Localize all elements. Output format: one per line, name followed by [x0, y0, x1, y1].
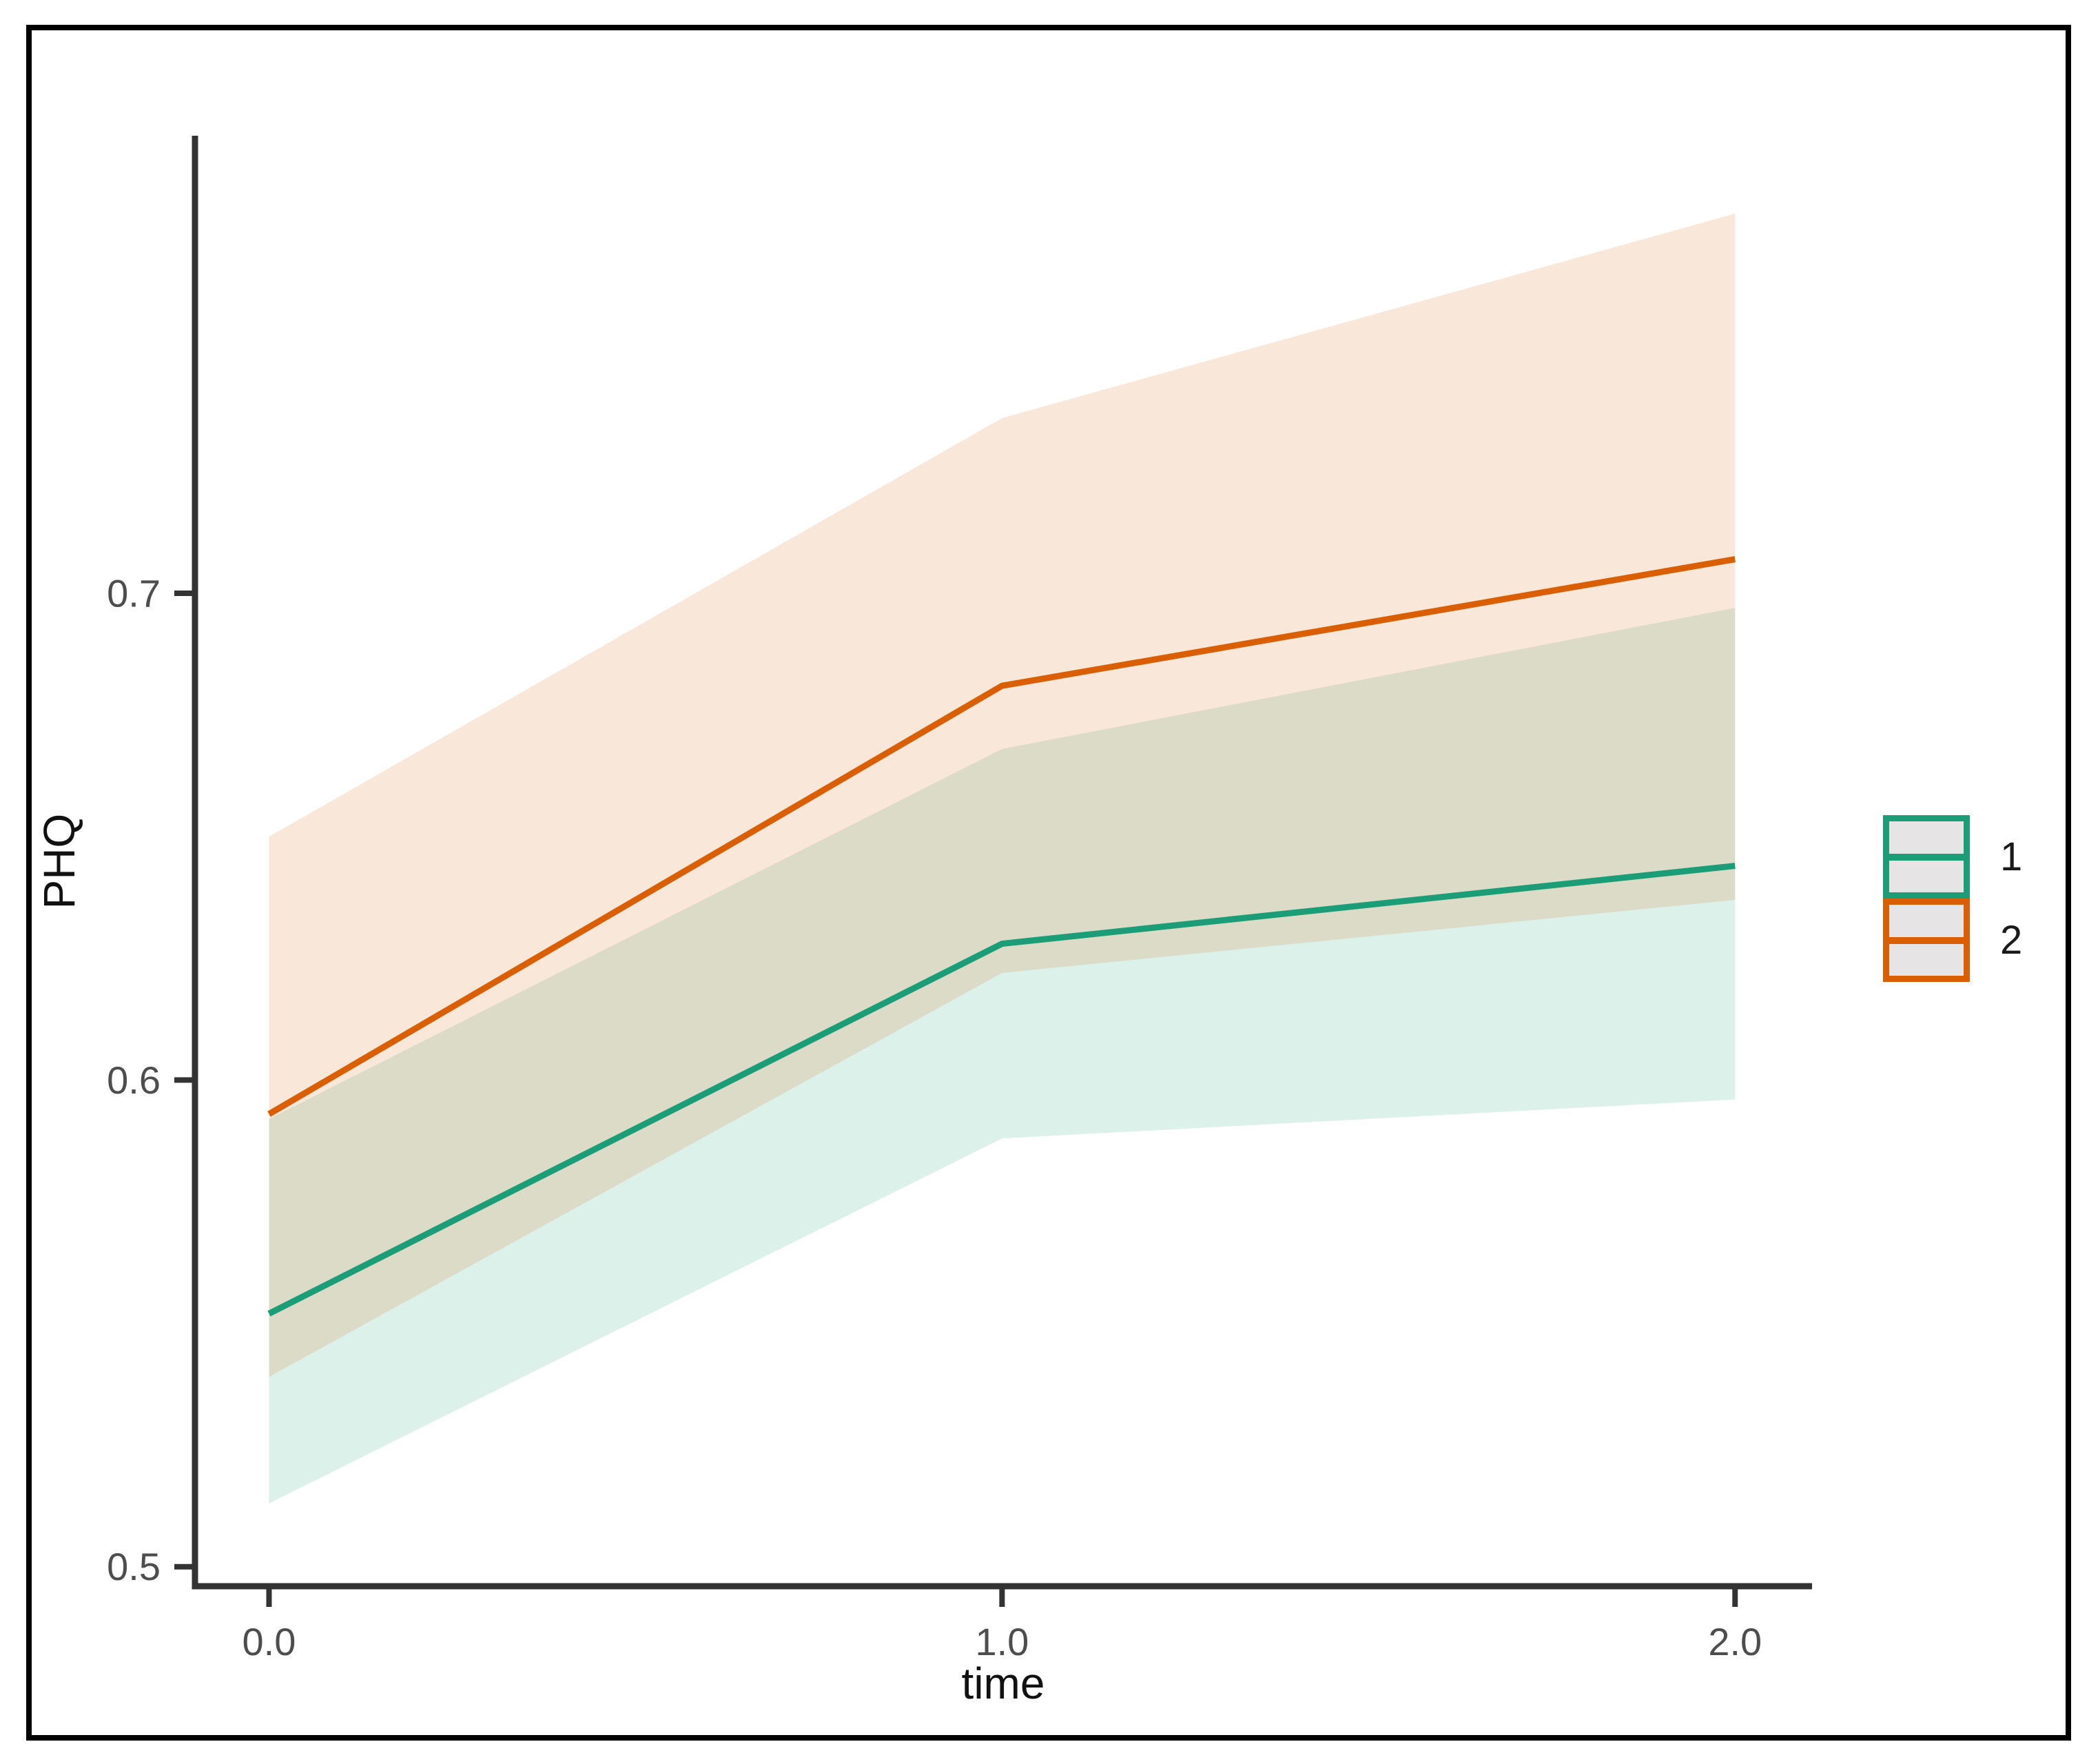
y-axis-title: PHQ: [34, 814, 84, 910]
x-axis-title: time: [962, 1659, 1045, 1708]
x-tick-label: 1.0: [975, 1620, 1029, 1663]
legend-key-line-icon: [1889, 853, 1964, 861]
legend-label-series-2: 2: [2000, 917, 2023, 963]
mean-line-series-2: [267, 556, 1736, 1117]
x-tick-label: 2.0: [1708, 1620, 1762, 1663]
legend: 1 2: [1883, 815, 2022, 982]
legend-item-series-2: 2: [1883, 899, 2022, 982]
y-tick-label: 0.7: [107, 571, 161, 615]
ribbon-series-1: [269, 608, 1736, 1504]
ribbon-series-2: [269, 214, 1736, 1377]
legend-key-series-2: [1883, 899, 1970, 982]
mean-line-series-1: [267, 863, 1736, 1317]
legend-item-series-1: 1: [1883, 815, 2022, 899]
figure-border-frame: [26, 25, 2071, 1741]
y-tick-label: 0.6: [107, 1058, 161, 1102]
y-tick-label: 0.5: [107, 1545, 161, 1588]
legend-key-line-icon: [1889, 936, 1964, 944]
x-tick-label: 0.0: [243, 1620, 296, 1663]
legend-key-series-1: [1883, 815, 1970, 899]
legend-label-series-1: 1: [2000, 834, 2023, 879]
